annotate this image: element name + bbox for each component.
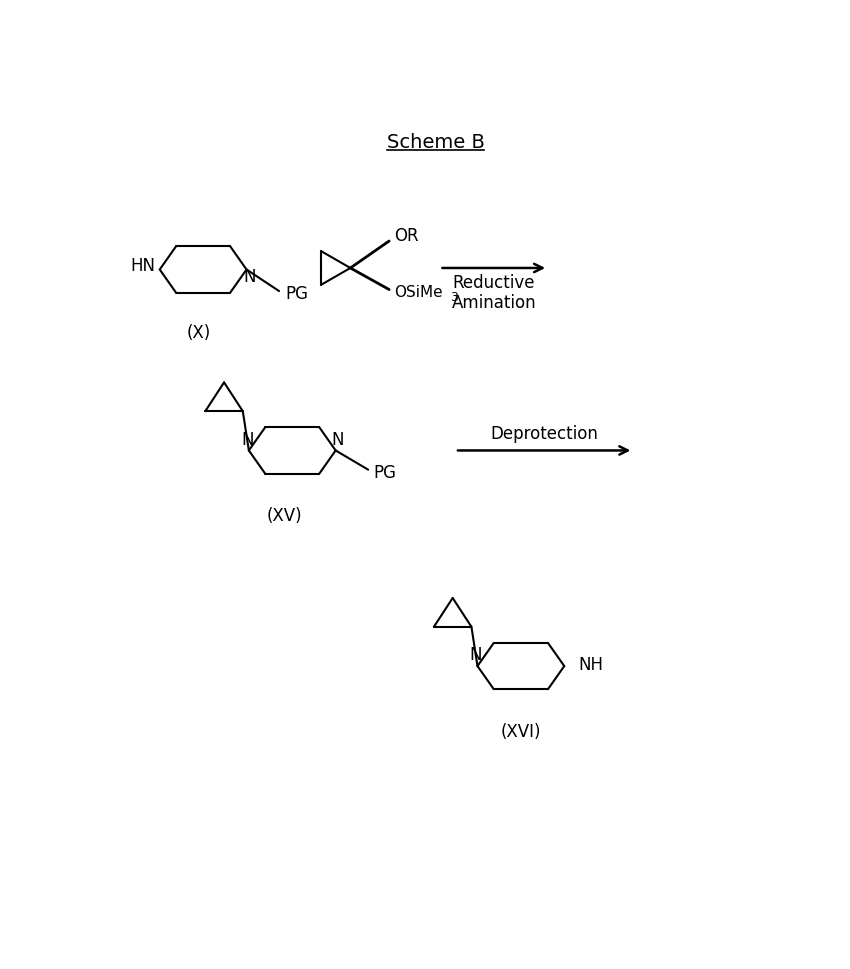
Text: PG: PG bbox=[286, 285, 309, 303]
Text: N: N bbox=[331, 430, 343, 449]
Text: (XVI): (XVI) bbox=[501, 723, 541, 740]
Text: N: N bbox=[244, 268, 257, 286]
Text: Scheme B: Scheme B bbox=[387, 133, 484, 152]
Text: N: N bbox=[470, 646, 482, 665]
Text: PG: PG bbox=[374, 464, 397, 482]
Text: Amination: Amination bbox=[451, 294, 536, 312]
Text: OSiMe: OSiMe bbox=[394, 285, 443, 300]
Text: HN: HN bbox=[131, 258, 156, 275]
Text: Reductive: Reductive bbox=[452, 274, 535, 293]
Text: 3: 3 bbox=[450, 291, 458, 303]
Text: Deprotection: Deprotection bbox=[490, 424, 598, 443]
Text: NH: NH bbox=[578, 655, 603, 673]
Text: OR: OR bbox=[394, 228, 419, 245]
Text: (XV): (XV) bbox=[267, 507, 303, 525]
Text: N: N bbox=[241, 430, 253, 449]
Text: (X): (X) bbox=[187, 324, 212, 342]
